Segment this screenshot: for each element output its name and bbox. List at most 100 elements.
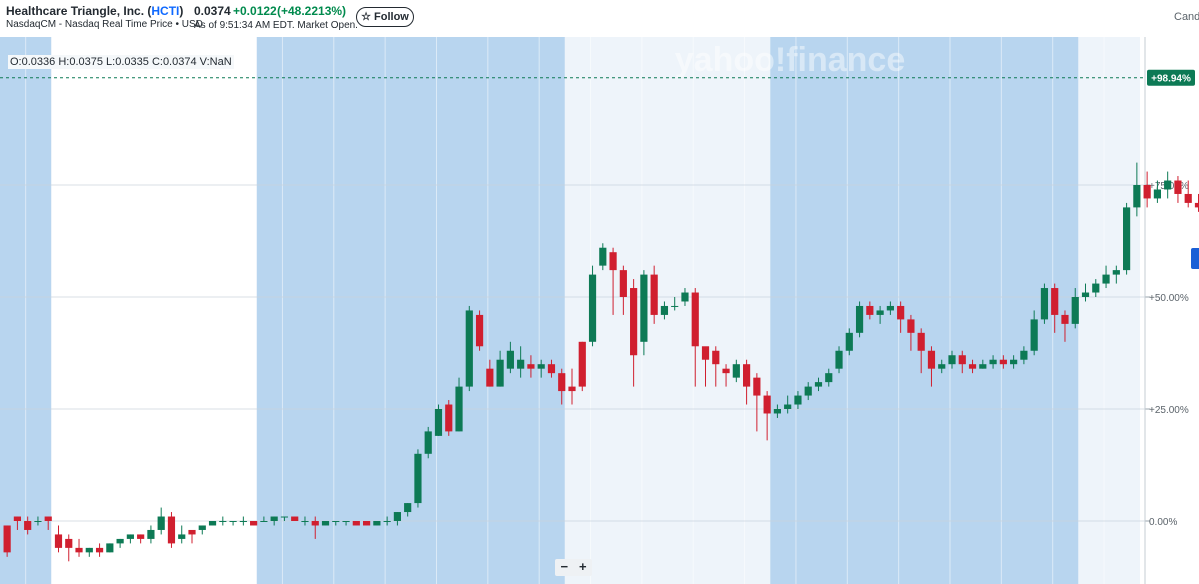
candle-body: [393, 512, 401, 521]
candle-body: [24, 521, 32, 530]
candle-body: [44, 516, 52, 521]
candle-body: [866, 305, 874, 315]
follow-label: Follow: [374, 11, 409, 23]
candle-body: [630, 288, 638, 356]
candle-body: [835, 350, 843, 369]
candle-body: [804, 386, 812, 396]
candle-body: [712, 350, 720, 365]
candle-body: [1123, 207, 1131, 271]
candle-body: [13, 516, 21, 521]
candle-body: [619, 270, 627, 297]
candle-body: [250, 521, 258, 526]
candle-body: [527, 364, 535, 369]
candle-body: [578, 341, 586, 387]
candle-body: [1010, 359, 1018, 365]
candle-body: [475, 314, 484, 347]
candle-body: [722, 368, 730, 374]
candle-body: [229, 521, 237, 522]
candle-body: [732, 364, 740, 378]
company-name: Healthcare Triangle, Inc. (HCTI): [6, 4, 184, 18]
y-tick-label: +25.00%: [1149, 405, 1189, 416]
candle-body: [342, 521, 350, 522]
candle-body: [65, 538, 73, 548]
candle-body: [1020, 350, 1028, 360]
candle-body: [1081, 292, 1090, 297]
y-tick-label: +50.00%: [1149, 293, 1189, 304]
candle-body: [588, 274, 597, 342]
ohlc-readout: O:0.0336 H:0.0375 L:0.0335 C:0.0374 V:Na…: [8, 55, 234, 69]
candle-body: [167, 516, 176, 544]
chart-type-selector[interactable]: Cand: [1174, 11, 1199, 23]
candle-body: [825, 373, 833, 383]
current-price: 0.0374: [194, 4, 231, 18]
candle-body: [383, 521, 391, 522]
candle-body: [373, 521, 381, 526]
candle-body: [660, 305, 669, 315]
candle-body: [34, 521, 42, 522]
candle-body: [260, 521, 268, 522]
candle-body: [75, 547, 83, 553]
candle-body: [640, 274, 648, 342]
candle-body: [1061, 314, 1069, 324]
candle-body: [1153, 189, 1161, 199]
zoom-out-button[interactable]: −: [560, 559, 569, 574]
candle-body: [855, 305, 864, 333]
candle-body: [1030, 319, 1038, 351]
follow-button[interactable]: ☆ Follow: [356, 7, 414, 27]
candle-body: [773, 409, 781, 414]
candle-body: [999, 359, 1007, 365]
watermark: yahoo!finance: [675, 41, 905, 79]
candle-body: [1040, 288, 1049, 320]
candle-body: [876, 310, 884, 315]
candle-body: [178, 534, 186, 539]
candle-body: [404, 503, 412, 513]
candle-body: [137, 534, 145, 539]
candle-body: [363, 521, 371, 526]
as-of-timestamp: As of 9:51:34 AM EDT. Market Open.: [194, 20, 358, 31]
session-band: [1078, 37, 1140, 584]
exchange-line: NasdaqCM - Nasdaq Real Time Price • USD: [6, 19, 203, 30]
ohlc-low: L:0.0335: [106, 56, 149, 68]
candle-body: [219, 521, 227, 522]
ticker-link[interactable]: HCTI: [151, 4, 180, 18]
candle-body: [455, 386, 463, 432]
candle-body: [198, 525, 206, 530]
candle-body: [609, 252, 617, 271]
candle-body: [917, 332, 925, 351]
candle-body: [270, 516, 278, 521]
current-price-label: +98.94%: [1151, 74, 1191, 85]
candle-body: [1194, 202, 1199, 208]
candle-body: [1071, 297, 1079, 324]
candle-body: [1174, 180, 1182, 194]
candle-body: [424, 431, 432, 454]
candle-body: [938, 364, 946, 369]
candle-body: [106, 543, 114, 553]
candle-body: [321, 521, 330, 526]
candle-body: [845, 332, 853, 351]
candle-body: [568, 386, 576, 392]
candle-body: [280, 516, 289, 518]
candle-body: [599, 247, 607, 266]
candle-body: [496, 359, 504, 387]
candle-body: [147, 529, 155, 539]
panel-expand-handle[interactable]: [1191, 248, 1199, 269]
candle-body: [897, 305, 905, 320]
candle-body: [3, 525, 11, 553]
candle-body: [95, 547, 104, 553]
candle-body: [54, 534, 63, 548]
candle-body: [188, 529, 196, 535]
candle-body: [794, 395, 802, 405]
candle-body: [465, 310, 473, 387]
ohlc-open: O:0.0336: [10, 56, 56, 68]
star-icon: ☆: [361, 10, 372, 23]
candle-body: [486, 368, 494, 387]
ohlc-high: H:0.0375: [58, 56, 103, 68]
candle-body: [445, 404, 453, 432]
candle-body: [517, 359, 525, 369]
zoom-in-button[interactable]: +: [578, 559, 587, 574]
candle-body: [1112, 270, 1120, 275]
current-price-badge: [1147, 69, 1195, 86]
price-chart[interactable]: 0.00%+25.00%+50.00%+75.00%yahoo!finance+…: [0, 37, 1199, 584]
candle-body: [753, 377, 761, 396]
candle-body: [291, 516, 299, 521]
